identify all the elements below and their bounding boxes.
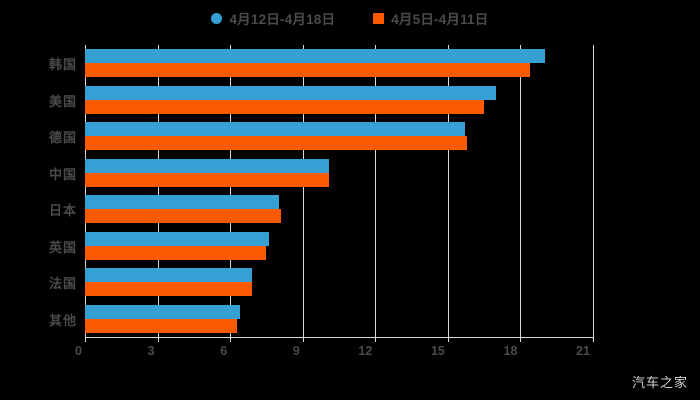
gridline bbox=[230, 45, 232, 337]
bar[interactable] bbox=[85, 49, 545, 63]
x-tick-label-0: 0 bbox=[75, 344, 82, 358]
x-tick-mark bbox=[230, 337, 232, 342]
bar[interactable] bbox=[85, 85, 497, 100]
legend-label-series-1: 4月5日-4月11日 bbox=[391, 12, 489, 27]
gridline bbox=[447, 45, 449, 337]
legend-marker-circle-icon bbox=[211, 12, 223, 24]
bar[interactable] bbox=[85, 122, 465, 136]
bar[interactable] bbox=[85, 172, 330, 187]
x-tick-label-1: 3 bbox=[147, 344, 155, 358]
x-tick-mark bbox=[85, 337, 86, 342]
y-axis-label-5: 英国 bbox=[48, 239, 77, 255]
bar[interactable] bbox=[85, 245, 267, 260]
y-axis-label-6: 法国 bbox=[48, 276, 77, 292]
gridline bbox=[85, 45, 86, 337]
bar[interactable] bbox=[85, 304, 240, 319]
x-tick-mark bbox=[593, 337, 594, 342]
gridline bbox=[375, 45, 377, 337]
x-tick-label-7: 21 bbox=[576, 344, 590, 358]
x-axis-line bbox=[85, 337, 594, 338]
y-axis-label-3: 中国 bbox=[48, 166, 77, 182]
y-axis-label-2: 德国 bbox=[48, 130, 77, 146]
bar-group bbox=[85, 301, 593, 338]
bar[interactable] bbox=[85, 318, 238, 333]
x-tick-mark bbox=[520, 337, 522, 342]
bar[interactable] bbox=[85, 63, 531, 77]
x-tick-label-5: 15 bbox=[430, 344, 445, 358]
x-tick-mark bbox=[157, 337, 159, 342]
chart-legend: 4月12日-4月18日 4月5日-4月11日 bbox=[0, 8, 700, 28]
x-tick-label-6: 18 bbox=[503, 344, 518, 358]
gridline bbox=[520, 45, 522, 337]
bar-group bbox=[85, 45, 593, 82]
bar[interactable] bbox=[85, 282, 252, 296]
legend-label-series-0: 4月12日-4月18日 bbox=[229, 12, 336, 27]
bar[interactable] bbox=[85, 158, 330, 173]
y-axis-label-4: 日本 bbox=[48, 203, 77, 219]
x-tick-label-3: 9 bbox=[292, 344, 300, 358]
legend-marker-square-icon bbox=[373, 12, 385, 24]
bar[interactable] bbox=[85, 99, 485, 114]
bar-group bbox=[85, 155, 593, 192]
bar[interactable] bbox=[85, 136, 468, 150]
y-axis-label-0: 韩国 bbox=[48, 57, 77, 73]
bar-group bbox=[85, 82, 593, 119]
x-tick-label-4: 12 bbox=[358, 344, 373, 358]
bar-group bbox=[85, 118, 593, 155]
y-axis-label-7: 其他 bbox=[48, 312, 77, 328]
plot-area bbox=[85, 45, 594, 338]
bar-group bbox=[85, 228, 593, 265]
bar[interactable] bbox=[85, 209, 281, 223]
bar[interactable] bbox=[85, 231, 269, 246]
watermark-label: 汽车之家 bbox=[631, 375, 688, 390]
gridline bbox=[302, 45, 304, 337]
y-axis-label-1: 美国 bbox=[48, 93, 77, 109]
legend-item-series-1[interactable]: 4月5日-4月11日 bbox=[373, 8, 488, 28]
x-tick-label-2: 6 bbox=[220, 344, 228, 358]
legend-item-series-0[interactable]: 4月12日-4月18日 bbox=[211, 8, 335, 28]
x-axis-ticks: 0 3 6 9 12 15 18 21 bbox=[75, 337, 594, 359]
bar-group bbox=[85, 191, 593, 228]
x-tick-mark bbox=[447, 337, 449, 342]
bar-group bbox=[85, 264, 593, 301]
gridline bbox=[157, 45, 159, 337]
bar[interactable] bbox=[85, 195, 279, 209]
y-axis-category-labels: 韩国美国德国中国日本英国法国其他 bbox=[0, 45, 77, 337]
x-tick-mark bbox=[302, 337, 304, 342]
gridline bbox=[593, 45, 594, 337]
bar[interactable] bbox=[85, 268, 252, 282]
x-tick-mark bbox=[375, 337, 377, 342]
